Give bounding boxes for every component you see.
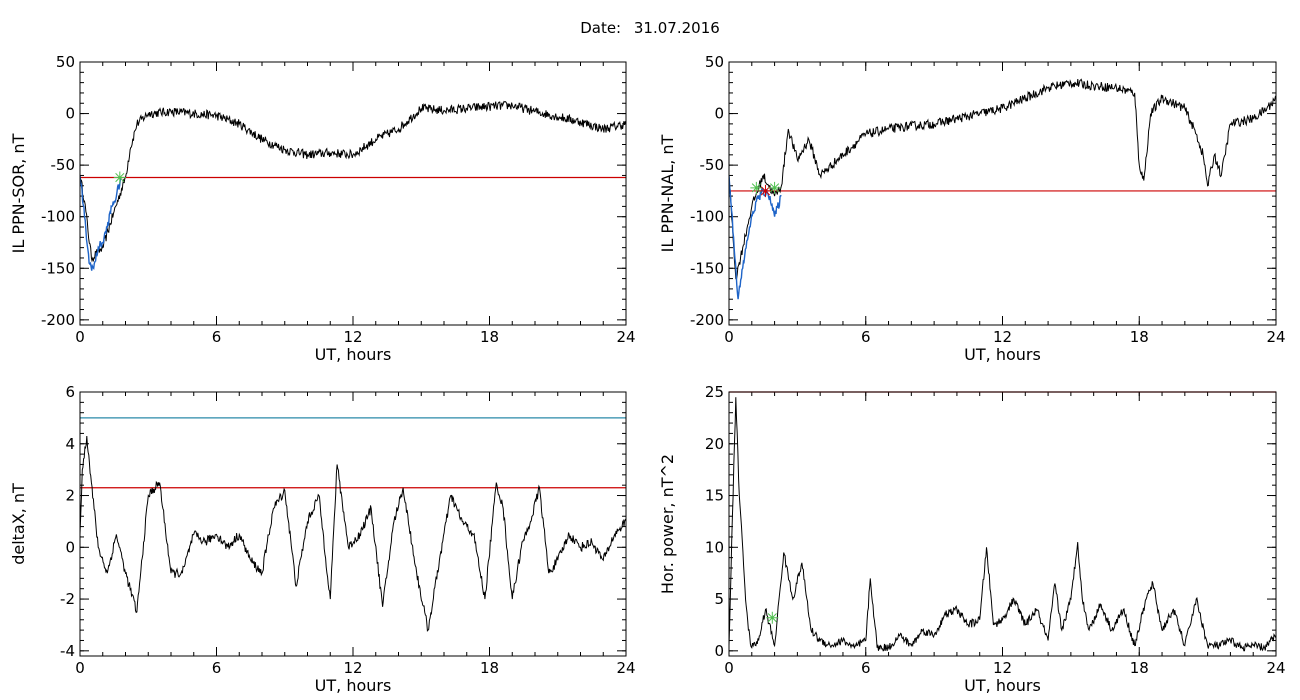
y-tick-label: 0 xyxy=(714,105,724,123)
y-tick-label: 15 xyxy=(705,487,724,505)
y-tick-label: -150 xyxy=(41,259,75,277)
y-axis-label: deltaX, nT xyxy=(9,483,28,565)
date-label: Date: xyxy=(580,19,622,37)
plot-frame xyxy=(728,61,1277,326)
y-axis-label: Hor. power, nT^2 xyxy=(658,454,677,594)
x-axis-label: UT, hours xyxy=(964,676,1041,695)
y-tick-label: 50 xyxy=(705,53,724,71)
x-tick-label: 18 xyxy=(1130,328,1149,346)
x-tick-label: 24 xyxy=(616,328,635,346)
x-tick-label: 0 xyxy=(75,328,85,346)
x-tick-label: 6 xyxy=(212,328,222,346)
y-tick-label: 2 xyxy=(65,487,75,505)
x-tick-label: 6 xyxy=(861,659,871,677)
date-value: 31.07.2016 xyxy=(633,19,720,37)
y-axis-label: IL PPN-SOR, nT xyxy=(9,133,28,253)
star-marker xyxy=(113,171,126,184)
y-tick-label: -200 xyxy=(690,311,724,329)
y-tick-label: -4 xyxy=(60,642,75,660)
x-tick-label: 6 xyxy=(861,328,871,346)
series-line-2 xyxy=(729,175,782,300)
star-marker xyxy=(750,181,763,194)
star-marker xyxy=(759,184,772,197)
y-tick-label: 0 xyxy=(65,538,75,556)
x-axis-label: UT, hours xyxy=(315,345,392,364)
x-tick-label: 0 xyxy=(75,659,85,677)
x-axis-label: UT, hours xyxy=(964,345,1041,364)
series-line-1 xyxy=(80,435,626,632)
y-tick-label: 0 xyxy=(65,105,75,123)
y-tick-label: -150 xyxy=(690,259,724,277)
series-line-1 xyxy=(729,397,1276,652)
plot-frame xyxy=(728,391,1277,657)
x-tick-label: 6 xyxy=(212,659,222,677)
y-tick-label: 4 xyxy=(65,435,75,453)
x-tick-label: 12 xyxy=(343,659,362,677)
x-tick-label: 18 xyxy=(1130,659,1149,677)
x-tick-label: 12 xyxy=(993,659,1012,677)
chart-panel-1: 0 6 12 18 24 -200 -150 -100 -50 0 50 UT, hours IL PP… xyxy=(9,53,636,364)
x-tick-label: 24 xyxy=(616,659,635,677)
series-line-1 xyxy=(80,100,626,263)
x-tick-label: 18 xyxy=(480,659,499,677)
date-title: Date: 31.07.2016 xyxy=(0,19,1300,37)
x-tick-label: 12 xyxy=(343,328,362,346)
x-axis-label: UT, hours xyxy=(315,676,392,695)
x-tick-label: 24 xyxy=(1266,328,1285,346)
y-axis-label: IL PPN-NAL, nT xyxy=(658,134,677,252)
y-tick-label: -2 xyxy=(60,590,75,608)
x-tick-label: 24 xyxy=(1266,659,1285,677)
y-tick-label: 5 xyxy=(714,590,724,608)
y-tick-label: 0 xyxy=(714,642,724,660)
y-tick-label: -100 xyxy=(690,208,724,226)
y-tick-label: 10 xyxy=(705,538,724,556)
chart-panel-4: 0 6 12 18 24 0 5 10 15 20 25 UT, hours Hor. power, n… xyxy=(658,383,1286,695)
series-line-1 xyxy=(729,78,1276,281)
x-tick-label: 18 xyxy=(480,328,499,346)
series-line-2 xyxy=(80,175,122,271)
y-tick-label: -200 xyxy=(41,311,75,329)
y-tick-label: 25 xyxy=(705,383,724,401)
y-tick-label: 50 xyxy=(56,53,75,71)
x-tick-label: 12 xyxy=(993,328,1012,346)
y-tick-label: -100 xyxy=(41,208,75,226)
y-tick-label: -50 xyxy=(700,156,725,174)
y-tick-label: 6 xyxy=(65,383,75,401)
chart-panel-2: 0 6 12 18 24 -200 -150 -100 -50 0 50 UT, hours IL PP… xyxy=(658,53,1286,364)
star-marker xyxy=(766,611,779,624)
x-tick-label: 0 xyxy=(724,659,734,677)
plot-frame xyxy=(79,61,627,326)
x-tick-label: 0 xyxy=(724,328,734,346)
y-tick-label: -50 xyxy=(51,156,76,174)
y-tick-label: 20 xyxy=(705,435,724,453)
plot-frame xyxy=(79,391,627,657)
star-marker xyxy=(768,181,781,194)
